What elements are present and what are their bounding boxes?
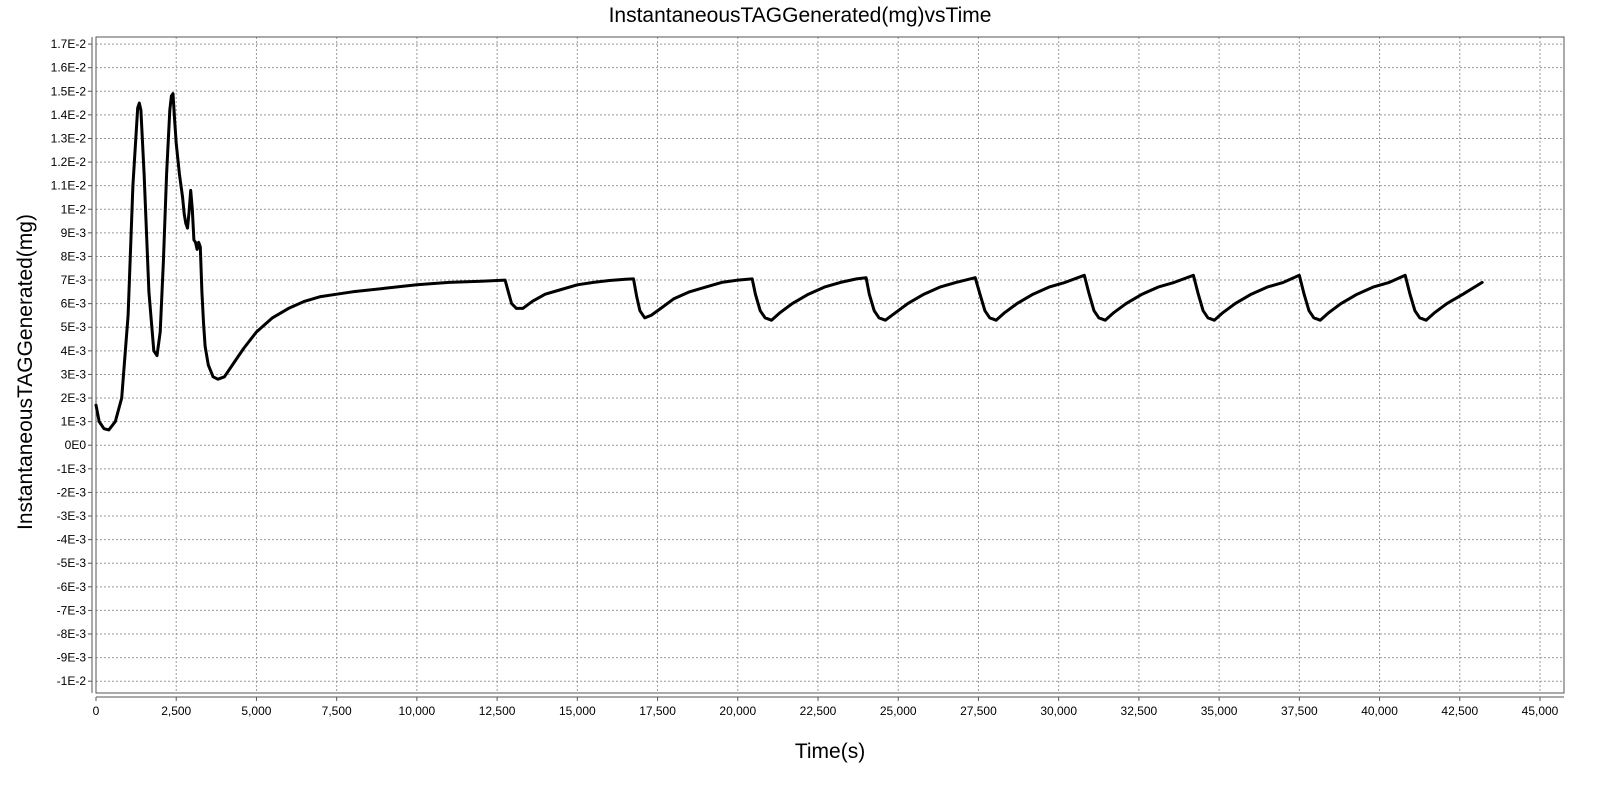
y-tick-label: 6E-3 <box>61 297 87 311</box>
y-tick-label: -4E-3 <box>57 533 87 547</box>
y-tick-label: -7E-3 <box>57 603 87 617</box>
grid-lines <box>95 37 1564 693</box>
y-tick-label: 9E-3 <box>61 226 87 240</box>
plot-frame <box>95 36 1565 694</box>
x-tick-label: 12,500 <box>479 704 516 718</box>
x-tick-label: 22,500 <box>800 704 837 718</box>
x-tick-label: 0 <box>93 704 100 718</box>
y-tick-label: 1.1E-2 <box>51 179 87 193</box>
x-tick-label: 37,500 <box>1281 704 1318 718</box>
y-tick-label: 1.3E-2 <box>51 131 87 145</box>
y-tick-label: -1E-2 <box>57 674 87 688</box>
x-tick-label: 10,000 <box>399 704 436 718</box>
y-tick-label: 1E-3 <box>61 415 87 429</box>
y-tick-label: -2E-3 <box>57 485 87 499</box>
y-tick-label: 1E-2 <box>61 202 87 216</box>
x-tick-label: 15,000 <box>559 704 596 718</box>
x-tick-label: 42,500 <box>1441 704 1478 718</box>
chart-title: InstantaneousTAGGenerated(mg)vsTime <box>608 4 992 27</box>
x-axis-label: Time(s) <box>794 740 866 763</box>
y-tick-label: -6E-3 <box>57 580 87 594</box>
y-tick-label: -3E-3 <box>57 509 87 523</box>
x-tick-label: 20,000 <box>719 704 756 718</box>
x-tick-label: 40,000 <box>1361 704 1398 718</box>
x-tick-label: 25,000 <box>880 704 917 718</box>
y-tick-label: 0E0 <box>65 438 87 452</box>
x-tick-label: 17,500 <box>639 704 676 718</box>
x-tick-label: 27,500 <box>960 704 997 718</box>
y-tick-label: 1.4E-2 <box>51 108 87 122</box>
y-tick-label: -9E-3 <box>57 651 87 665</box>
y-tick-label: 5E-3 <box>61 320 87 334</box>
x-tick-label: 7,500 <box>322 704 352 718</box>
y-tick-label: 1.7E-2 <box>51 37 87 51</box>
x-axis-ticks: 0 2,500 5,000 7,500 10,000 12,500 15,000 17,500… <box>93 697 1559 718</box>
y-tick-label: -8E-3 <box>57 627 87 641</box>
x-tick-label: 5,000 <box>241 704 271 718</box>
y-axis-ticks: 1.7E-2 1.6E-2 1.5E-2 1.4E-2 1.3E-2 1.2E-2 1.1E… <box>51 37 92 688</box>
axes <box>91 37 1564 698</box>
x-tick-label: 35,000 <box>1201 704 1238 718</box>
y-tick-label: 7E-3 <box>61 273 87 287</box>
y-tick-label: 2E-3 <box>61 391 87 405</box>
x-tick-label: 32,500 <box>1121 704 1158 718</box>
y-tick-label: -5E-3 <box>57 556 87 570</box>
y-tick-label: 1.2E-2 <box>51 155 87 169</box>
y-tick-label: 4E-3 <box>61 344 87 358</box>
x-tick-label: 30,000 <box>1040 704 1077 718</box>
series-line <box>94 92 1484 432</box>
x-tick-label: 2,500 <box>161 704 191 718</box>
x-tick-label: 45,000 <box>1522 704 1559 718</box>
y-tick-label: 8E-3 <box>61 249 87 263</box>
y-tick-label: -1E-3 <box>57 462 87 476</box>
y-tick-label: 1.5E-2 <box>51 84 87 98</box>
y-tick-label: 3E-3 <box>61 367 87 381</box>
y-tick-label: 1.6E-2 <box>51 61 87 75</box>
